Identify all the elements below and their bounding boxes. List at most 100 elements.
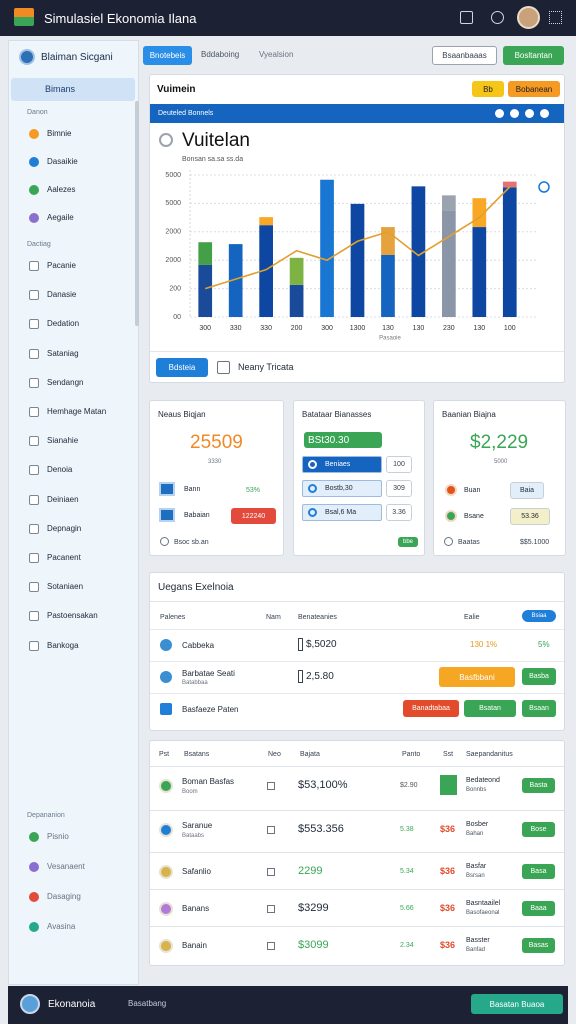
green-button[interactable]: Bosltantan [503, 46, 564, 65]
footer-link[interactable]: Basatbang [128, 999, 167, 1008]
nav-item[interactable]: Sotaniaen [11, 578, 133, 596]
row-check[interactable] [267, 905, 275, 913]
grid-icon[interactable] [549, 11, 562, 24]
stat-card: Neaus Biqjan 25509 3330 Bann 53% Babaian 12224… [149, 400, 284, 556]
row-value: 100 [386, 456, 412, 473]
chart-panel: Vuimein Bb Bobanean Deuteled Bonnels Bds… [149, 74, 565, 383]
card-row[interactable]: Beniaes [302, 456, 382, 473]
nav-item[interactable]: Aegaile [11, 209, 133, 227]
row-check[interactable] [267, 782, 275, 790]
row-button[interactable]: Basfbbani [439, 667, 515, 687]
nav-item[interactable]: Danasie [11, 286, 133, 304]
nav-item[interactable]: Pacanie [11, 257, 133, 275]
checkbox[interactable] [217, 361, 230, 374]
card-row[interactable]: Bostb,30 [302, 480, 382, 497]
home-icon[interactable] [460, 11, 473, 24]
nav-item[interactable]: Pisnio [11, 828, 133, 846]
row-check[interactable] [267, 826, 275, 834]
row-icon [160, 703, 172, 715]
row-name: Safanlio [182, 867, 211, 876]
row-amount: $53,100% [298, 779, 348, 791]
row-button[interactable]: Basba [522, 668, 556, 685]
nav-item[interactable]: Denoia [11, 461, 133, 479]
nav-item[interactable]: Sataniag [11, 345, 133, 363]
row-icon [159, 779, 173, 793]
row-button[interactable]: Bsaan [522, 700, 556, 717]
nav-item[interactable]: Deiniaen [11, 491, 133, 509]
row-value: 3.36 [386, 504, 412, 521]
tool-icon[interactable] [495, 109, 504, 118]
footer-brand: Ekonanoia [48, 999, 96, 1010]
outline-button[interactable]: Bsaanbaaas [432, 46, 497, 65]
tool-icon[interactable] [540, 109, 549, 118]
row-button[interactable]: Basas [522, 938, 555, 953]
nav-item[interactable]: Dasaging [11, 888, 133, 906]
nav-label: Pacanent [47, 553, 81, 562]
tab[interactable]: Vyealsion [259, 50, 294, 59]
row-button[interactable]: Bose [522, 822, 555, 837]
nav-item[interactable]: Sianahie [11, 432, 133, 450]
value-badge: BSt30.30 [304, 432, 382, 448]
nav-item[interactable]: Hemhage Matan [11, 403, 133, 421]
nav-item[interactable]: Dasaikie [11, 153, 133, 171]
nav-item[interactable]: Sendangn [11, 374, 133, 392]
nav-icon [29, 862, 39, 872]
nav-icon [29, 290, 39, 301]
tool-icon[interactable] [510, 109, 519, 118]
nav-item[interactable]: Dedation [11, 315, 133, 333]
row-button[interactable]: Baaa [522, 901, 555, 916]
header-button[interactable]: Bsiaa [522, 610, 556, 622]
nav-item[interactable]: Pacanent [11, 549, 133, 567]
nav-icon [29, 157, 39, 167]
row-button[interactable]: Banadtabaa [403, 700, 459, 717]
row-button[interactable]: Bsatan [464, 700, 516, 717]
row-right-sub: Bsrsan [466, 873, 485, 879]
table-title: Uegans Exelnoia [158, 582, 234, 593]
nav-item[interactable]: Avasina [11, 918, 133, 936]
card-row[interactable]: Bsal,6 Ma [302, 504, 382, 521]
row-right-sub: Banfad [466, 947, 486, 953]
nav-item[interactable]: Bimnie [11, 125, 133, 143]
row-amount: $3099 [298, 939, 329, 951]
row-b: 5% [538, 640, 550, 649]
row-check [298, 670, 303, 683]
nav-label: Depnagin [47, 523, 82, 533]
nav-label: Denoia [47, 465, 73, 475]
tool-icon[interactable] [525, 109, 534, 118]
footer-button[interactable]: Basatan Buaoa [471, 994, 563, 1014]
nav-label: Vesanaent [47, 862, 85, 871]
yellow-button[interactable]: Bb [472, 81, 504, 97]
row-check[interactable] [267, 942, 275, 950]
settings-icon[interactable] [491, 11, 504, 24]
nav-item[interactable]: Depnagin [11, 520, 133, 538]
row-button[interactable]: Basta [522, 778, 555, 793]
row-button[interactable]: Basa [522, 864, 555, 879]
row-tag: $36 [440, 824, 456, 834]
nav-label: Pastoensakan [47, 611, 98, 621]
column-header: Sst [443, 751, 454, 758]
small-button[interactable]: bbe [398, 537, 418, 547]
nav-label: Deiniaen [47, 494, 79, 504]
tab[interactable]: Bddaboing [201, 50, 240, 59]
nav-item[interactable]: Bankoga [11, 637, 133, 655]
card-footer: Bsoc sb.an [174, 539, 209, 546]
nav-item[interactable]: Aalezes [11, 181, 133, 199]
row-amount: $3299 [298, 902, 329, 914]
avatar[interactable] [517, 6, 540, 29]
nav-item[interactable]: Pastoensakan [11, 607, 133, 625]
orange-button[interactable]: Bobanean [508, 81, 560, 97]
row-right-sub: Bahan [466, 831, 484, 837]
active-item[interactable]: Bimans [11, 78, 135, 101]
card-sub: 5000 [494, 459, 508, 465]
row-a: 130 1% [470, 640, 498, 649]
app-title: Simulasiel Ekonomia Ilana [44, 11, 197, 26]
nav-icon [29, 407, 39, 417]
footer-icon [160, 537, 169, 546]
row-value: Baia [510, 482, 544, 499]
row-right-sub: Bonnbs [466, 787, 487, 793]
nav-item[interactable]: Vesanaent [11, 858, 133, 876]
blue-button[interactable]: Bdsteia [156, 358, 208, 377]
tab[interactable]: Bnotebeis [143, 46, 192, 65]
row-check[interactable] [267, 868, 275, 876]
nav-icon [29, 611, 39, 622]
